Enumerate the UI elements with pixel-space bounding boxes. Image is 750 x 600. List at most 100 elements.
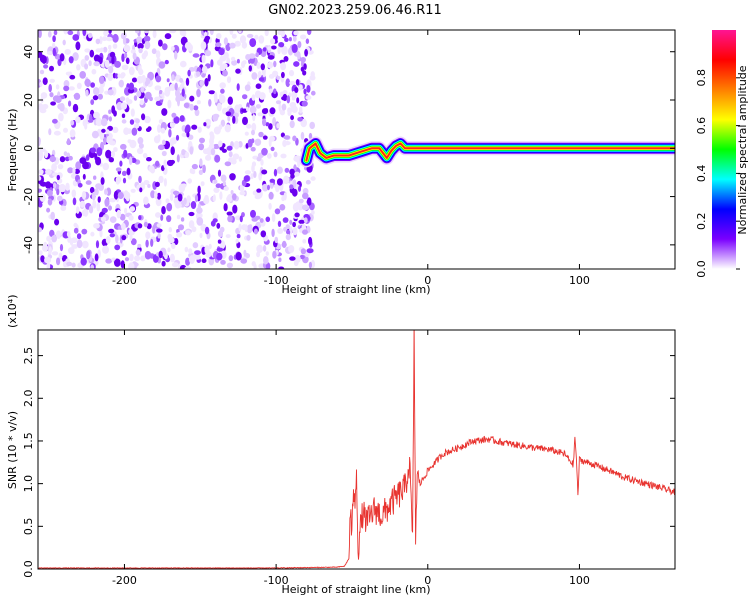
noise-speck (209, 30, 214, 36)
noise-speck (212, 143, 220, 150)
noise-speck (41, 55, 47, 64)
noise-speck (207, 74, 211, 82)
noise-speck (81, 190, 87, 200)
noise-speck (129, 206, 136, 212)
noise-speck (133, 95, 138, 101)
noise-speck (59, 156, 66, 163)
noise-speck (246, 234, 251, 241)
snr-x-label: Height of straight line (km) (281, 583, 430, 596)
spectrogram-x-tick-label: -100 (264, 274, 289, 287)
noise-speck (130, 108, 135, 117)
noise-speck (276, 166, 283, 174)
noise-speck (284, 37, 289, 42)
noise-speck (258, 92, 266, 100)
snr-multiplier: (x10⁴) (6, 295, 19, 329)
noise-speck (253, 263, 257, 269)
noise-speck (267, 61, 274, 69)
noise-speck (230, 190, 234, 195)
noise-speck (246, 224, 253, 234)
noise-speck (245, 54, 251, 61)
snr-x-axis: -200 -100 0 100 (112, 330, 590, 587)
noise-speck (113, 110, 117, 117)
noise-speck (292, 202, 299, 212)
noise-speck (184, 151, 190, 158)
noise-speck (176, 232, 183, 238)
noise-speck (39, 81, 43, 87)
noise-speck (219, 191, 223, 200)
noise-speck (161, 150, 167, 157)
noise-speck (210, 148, 216, 156)
noise-speck (55, 84, 60, 90)
signal-trace (299, 136, 675, 168)
noise-speck (310, 176, 316, 181)
noise-speck (276, 75, 281, 80)
noise-speck (227, 96, 233, 105)
noise-speck (184, 127, 189, 134)
noise-speck (128, 262, 135, 269)
noise-speck (141, 113, 146, 121)
noise-speck (229, 173, 236, 181)
noise-speck (109, 51, 116, 58)
noise-speck (272, 250, 277, 259)
noise-speck (232, 193, 237, 201)
noise-speck (147, 184, 151, 188)
noise-speck (306, 248, 314, 254)
noise-speck (262, 183, 269, 192)
noise-speck (40, 181, 47, 187)
noise-speck (292, 188, 298, 197)
noise-speck (242, 94, 248, 100)
noise-speck (158, 61, 166, 69)
noise-speck (231, 33, 237, 39)
noise-speck (220, 174, 227, 182)
noise-speck (268, 123, 273, 130)
noise-speck (265, 216, 271, 223)
noise-speck (106, 129, 110, 135)
noise-speck (143, 50, 148, 57)
noise-speck (216, 33, 222, 40)
noise-speck (187, 178, 192, 184)
noise-speck (39, 194, 46, 202)
noise-speck (114, 73, 119, 79)
noise-speck (188, 220, 195, 229)
noise-speck (280, 30, 286, 38)
spectrogram-x-tick-label: 0 (424, 274, 431, 287)
noise-speck (52, 35, 56, 43)
noise-speck (273, 168, 278, 177)
noise-speck (129, 233, 133, 241)
snr-x-tick-label: -200 (112, 574, 137, 587)
noise-speck (103, 136, 107, 146)
spectrogram-frame (37, 29, 676, 270)
noise-speck (300, 131, 305, 140)
noise-speck (108, 30, 112, 34)
noise-speck (200, 181, 205, 187)
noise-speck (68, 56, 74, 64)
noise-speck (63, 30, 68, 35)
noise-speck (282, 217, 289, 223)
noise-speck (196, 217, 204, 226)
noise-speck (100, 177, 105, 185)
noise-speck (124, 52, 128, 59)
noise-speck (285, 224, 290, 230)
noise-speck (201, 65, 208, 74)
noise-speck (201, 54, 206, 64)
noise-speck (66, 261, 73, 267)
noise-speck (38, 169, 44, 175)
noise-speck (39, 69, 45, 75)
noise-speck (289, 256, 296, 261)
noise-speck (95, 156, 102, 166)
noise-speck (251, 122, 257, 132)
noise-speck (48, 84, 52, 93)
noise-speck (298, 106, 303, 114)
noise-speck (71, 189, 77, 198)
noise-speck (289, 184, 294, 190)
noise-speck (59, 53, 65, 62)
noise-speck (239, 215, 243, 223)
snr-series-line (38, 330, 675, 569)
noise-speck (188, 67, 195, 72)
noise-speck (108, 44, 112, 50)
noise-speck (249, 38, 257, 48)
noise-speck (107, 73, 114, 82)
noise-speck (160, 214, 164, 221)
noise-speck (79, 71, 86, 79)
